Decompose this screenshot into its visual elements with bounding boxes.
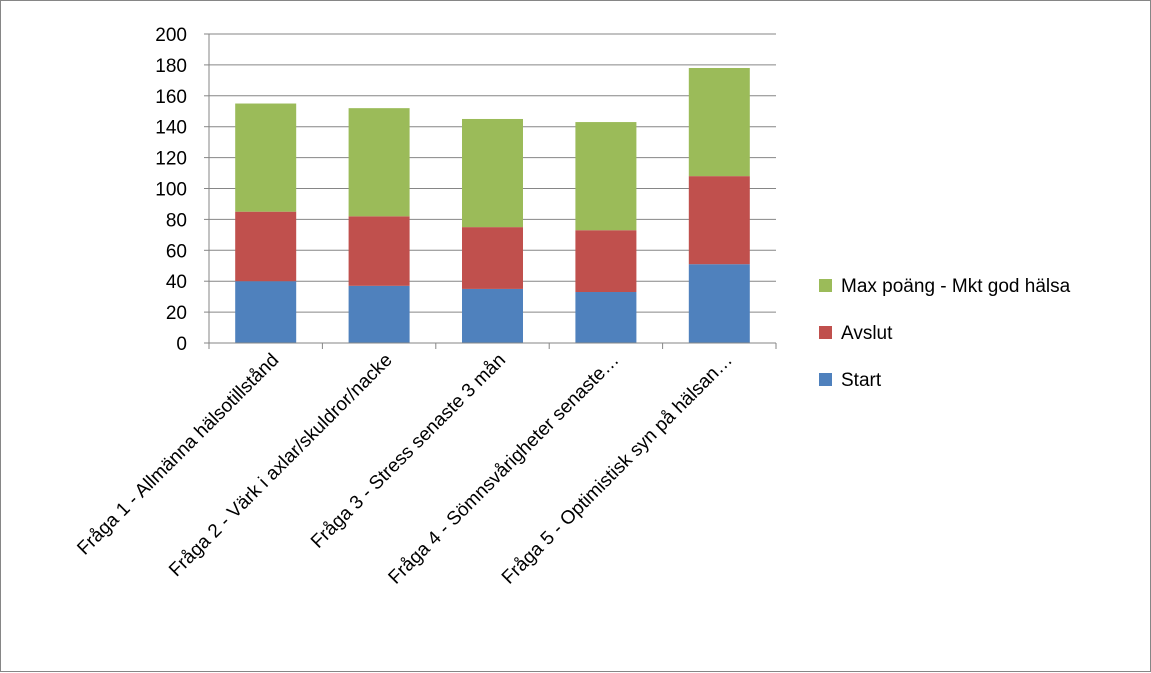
bar-segment-max-po-ng-mkt-god-h-lsa xyxy=(688,67,750,177)
bar-segment-avslut xyxy=(235,211,297,282)
y-tick-label: 140 xyxy=(155,118,187,139)
legend-swatch xyxy=(819,373,832,386)
y-tick-label: 120 xyxy=(155,149,187,170)
x-tick-label: Fråga 3 - Stress senaste 3 mån xyxy=(307,350,510,553)
bars xyxy=(235,67,750,343)
y-tick-label: 0 xyxy=(176,334,187,355)
axes xyxy=(208,34,777,349)
bar-segment-avslut xyxy=(462,227,523,289)
x-tick-label: Fråga 4 - Sömnsvårigheter senaste… xyxy=(385,350,624,589)
bar-segment-max-po-ng-mkt-god-h-lsa xyxy=(235,103,297,212)
legend-swatch xyxy=(819,326,832,339)
bar-segment-avslut xyxy=(575,230,637,293)
x-tick-label: Fråga 5 - Optimistisk syn på hälsan… xyxy=(498,350,737,589)
y-tick-labels: 0 20 40 60 80 100 120 140 160 180 200 xyxy=(155,25,187,355)
legend-label: Max poäng - Mkt god hälsa xyxy=(841,276,1071,297)
y-tick-label: 200 xyxy=(155,25,187,46)
bar-segment-start xyxy=(348,285,410,343)
bar-segment-start xyxy=(575,292,637,343)
x-tick-label: Fråga 2 - Värk i axlar/skuldror/nacke xyxy=(165,350,396,581)
bar-segment-start xyxy=(235,281,297,343)
y-tick-label: 160 xyxy=(155,87,187,108)
y-tick-label: 180 xyxy=(155,56,187,77)
y-tick-label: 20 xyxy=(166,303,187,324)
bar-segment-avslut xyxy=(348,216,410,286)
legend-label: Start xyxy=(841,370,882,391)
legend-swatch xyxy=(819,279,832,292)
y-tick-label: 40 xyxy=(166,272,187,293)
bar-segment-avslut xyxy=(688,176,750,265)
bar-segment-max-po-ng-mkt-god-h-lsa xyxy=(462,118,523,228)
legend: Max poäng - Mkt god hälsa Avslut Start xyxy=(819,276,1071,391)
y-tick-label: 60 xyxy=(166,241,187,262)
x-tick-label: Fråga 1 - Allmänna hälsotillstånd xyxy=(73,350,283,560)
bar-segment-start xyxy=(462,288,523,343)
bar-segment-max-po-ng-mkt-god-h-lsa xyxy=(575,122,637,231)
legend-label: Avslut xyxy=(841,323,893,344)
bar-segment-max-po-ng-mkt-god-h-lsa xyxy=(348,108,410,217)
bar-segment-start xyxy=(688,264,750,343)
y-tick-label: 80 xyxy=(166,210,187,231)
y-tick-label: 100 xyxy=(155,180,187,201)
